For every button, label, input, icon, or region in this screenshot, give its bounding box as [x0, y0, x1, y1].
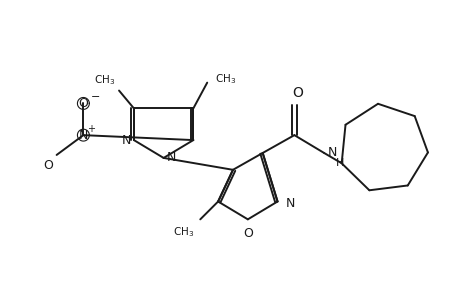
Text: −: − — [91, 92, 101, 101]
Text: O: O — [78, 97, 88, 110]
Text: +: + — [87, 124, 95, 134]
Text: H: H — [335, 158, 344, 168]
Text: N: N — [167, 152, 176, 164]
Text: N: N — [327, 146, 337, 160]
Text: CH$_3$: CH$_3$ — [215, 72, 236, 86]
Text: N: N — [78, 129, 88, 142]
Text: N: N — [285, 197, 294, 210]
Text: CH$_3$: CH$_3$ — [173, 225, 194, 239]
Text: O: O — [242, 227, 252, 240]
Text: O: O — [291, 86, 302, 100]
Text: O: O — [43, 159, 52, 172]
Text: CH$_3$: CH$_3$ — [94, 73, 115, 87]
Text: N: N — [121, 134, 130, 147]
